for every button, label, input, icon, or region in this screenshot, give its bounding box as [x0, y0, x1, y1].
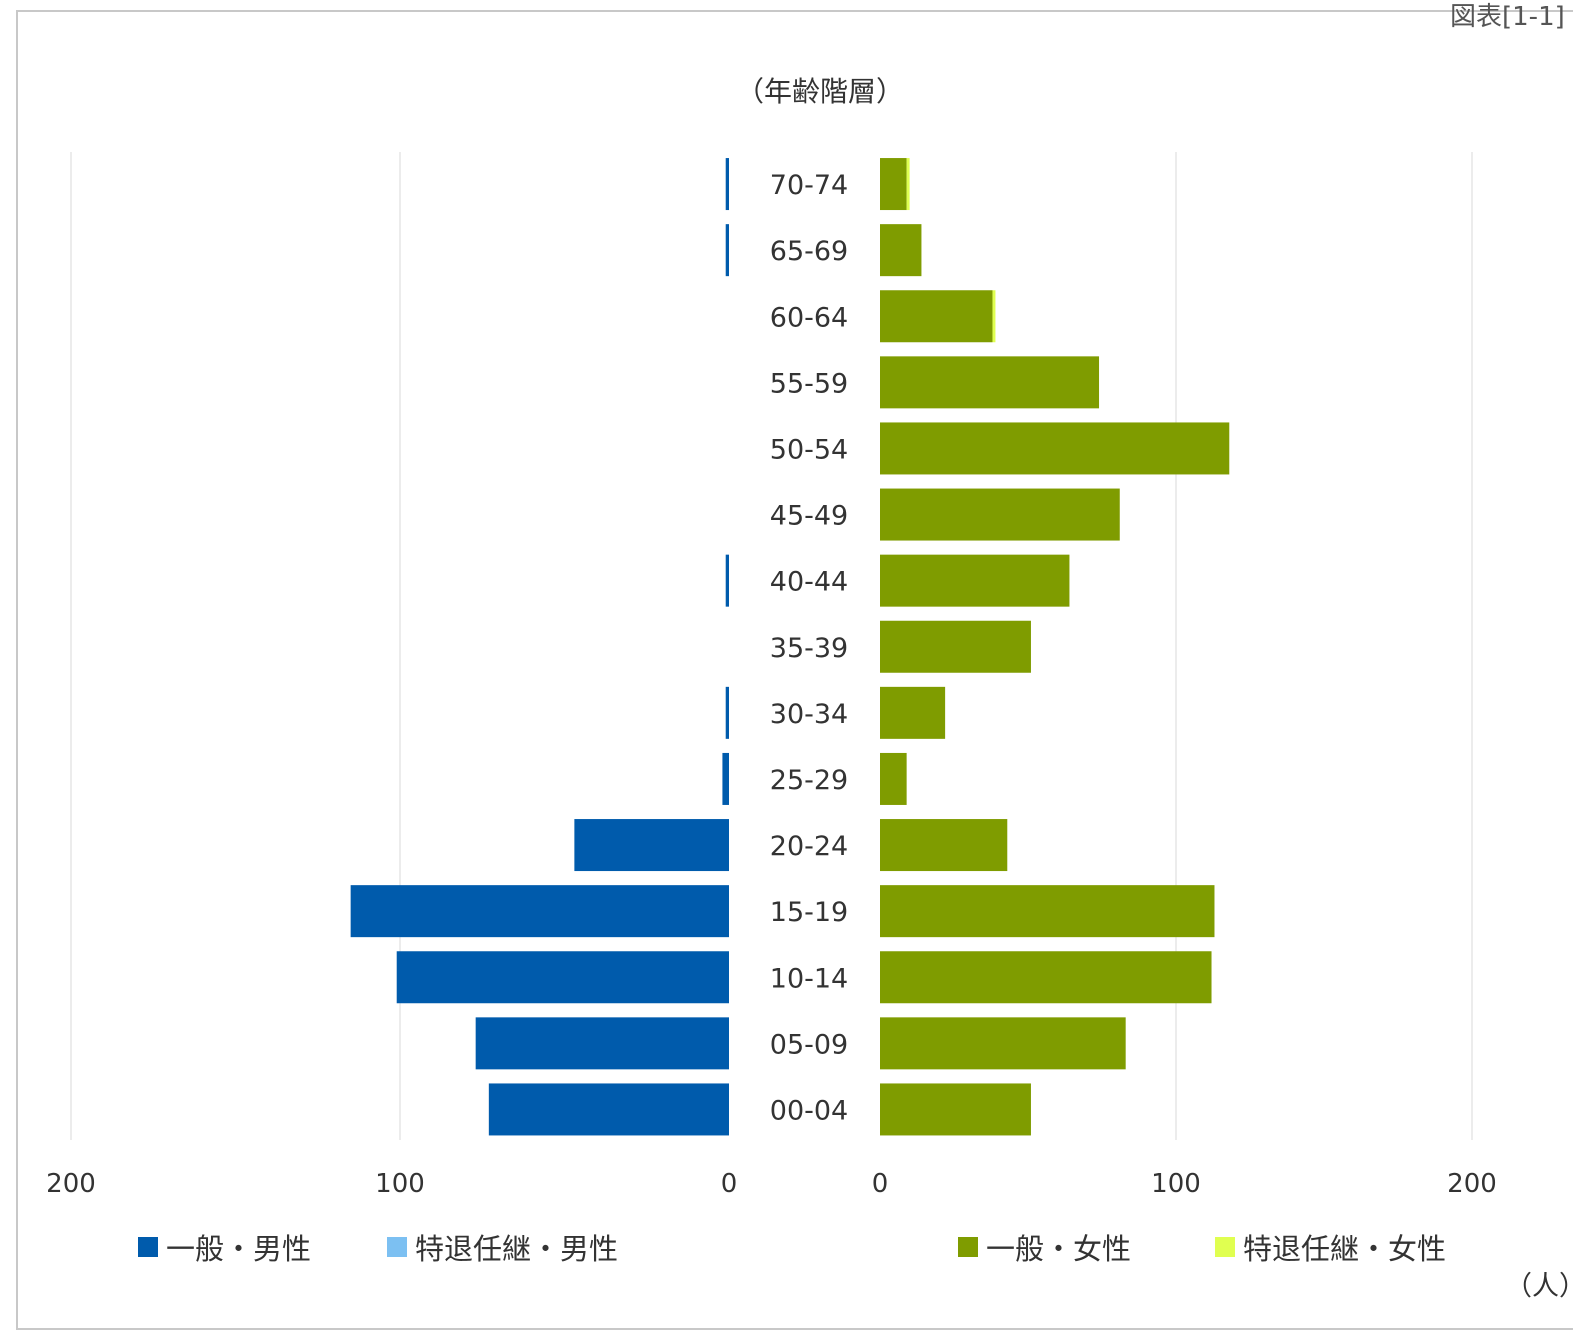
- legend-item-female-general: 一般・女性: [958, 1226, 1131, 1268]
- bar-male-general: [475, 1017, 729, 1070]
- category-label: 35-39: [770, 633, 848, 664]
- axis-tick-label: 200: [1447, 1169, 1497, 1199]
- category-label: 50-54: [770, 434, 848, 465]
- bar-male-general: [396, 951, 729, 1004]
- category-label: 00-04: [770, 1095, 848, 1126]
- axis-tick-label: 0: [721, 1169, 738, 1199]
- legend-item-male-special: 特退任継・男性: [387, 1226, 618, 1268]
- bar-female-general: [880, 1017, 1126, 1070]
- legend-swatch-female-general: [958, 1237, 978, 1257]
- bar-female-general: [880, 1083, 1031, 1136]
- category-label: 15-19: [770, 897, 848, 928]
- bar-female-special: [992, 290, 996, 343]
- category-label: 25-29: [770, 765, 848, 796]
- axis-tick-label: 200: [46, 1169, 96, 1199]
- legend-swatch-male-special: [387, 1237, 407, 1257]
- bar-female-general: [880, 885, 1215, 938]
- legend-label-female-general: 一般・女性: [986, 1232, 1132, 1266]
- category-label: 55-59: [770, 368, 848, 399]
- category-label: 65-69: [770, 236, 848, 267]
- bar-female-general: [880, 554, 1070, 607]
- bar-female-general: [880, 290, 993, 343]
- bar-male-general: [725, 686, 729, 739]
- category-label: 45-49: [770, 501, 848, 532]
- chart-title: （年齢階層）: [735, 75, 904, 108]
- bar-female-general: [880, 422, 1230, 475]
- bar-female-special: [906, 158, 910, 211]
- category-label: 40-44: [770, 567, 848, 598]
- bar-male-general: [488, 1083, 729, 1136]
- axis-tick-label: 100: [1151, 1169, 1201, 1199]
- bar-male-general: [725, 158, 729, 211]
- category-label: 70-74: [770, 170, 848, 201]
- category-label: 60-64: [770, 302, 848, 333]
- legend-item-female-special: 特退任継・女性: [1215, 1226, 1446, 1268]
- bar-female-general: [880, 819, 1008, 872]
- legend-swatch-male-general: [138, 1237, 158, 1257]
- legend-swatch-female-special: [1215, 1237, 1235, 1257]
- category-label: 10-14: [770, 963, 848, 994]
- legend-label-male-special: 特退任継・男性: [415, 1232, 619, 1266]
- legend-item-male-general: 一般・男性: [138, 1226, 311, 1268]
- bar-male-general: [574, 819, 729, 872]
- bar-female-general: [880, 752, 907, 805]
- bar-male-general: [725, 224, 729, 277]
- bar-male-general: [725, 554, 729, 607]
- bar-female-general: [880, 686, 946, 739]
- bar-male-general: [722, 752, 729, 805]
- bar-female-general: [880, 224, 922, 277]
- legend-label-male-general: 一般・男性: [166, 1232, 312, 1266]
- bar-female-general: [880, 158, 907, 211]
- bar-female-general: [880, 356, 1100, 409]
- category-label: 05-09: [770, 1029, 848, 1060]
- category-label: 30-34: [770, 699, 848, 730]
- legend-label-female-special: 特退任継・女性: [1243, 1232, 1447, 1266]
- bar-male-general: [350, 885, 729, 938]
- category-label: 20-24: [770, 831, 848, 862]
- axis-tick-label: 0: [872, 1169, 889, 1199]
- bar-female-general: [880, 951, 1212, 1004]
- bar-female-general: [880, 620, 1031, 673]
- bar-female-general: [880, 488, 1120, 541]
- axis-tick-label: 100: [375, 1169, 425, 1199]
- unit-label: （人）: [1505, 1271, 1573, 1302]
- figure-number: 図表[1-1]: [1450, 2, 1565, 32]
